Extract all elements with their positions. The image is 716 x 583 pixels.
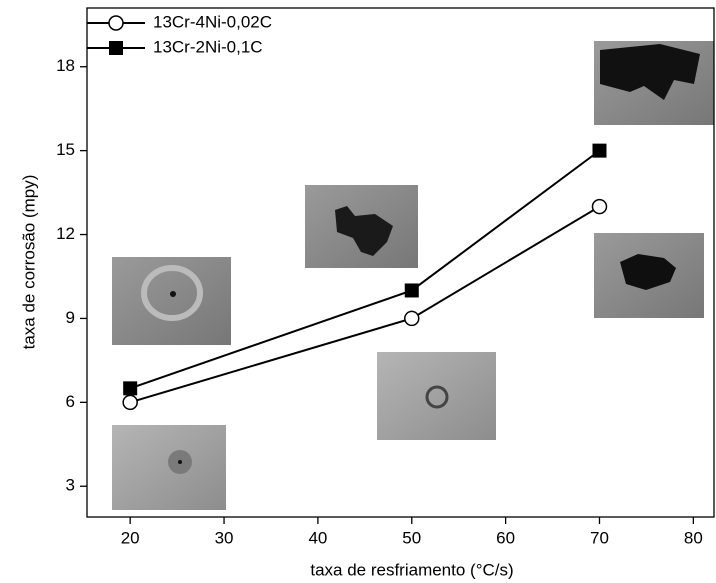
x-tick-label: 40 [308,528,327,547]
legend-label: 13Cr-4Ni-0,02C [153,12,272,31]
x-tick-label: 60 [496,528,515,547]
x-tick-label: 20 [121,528,140,547]
point [592,143,607,158]
point [122,394,138,411]
y-tick-label: 9 [66,308,75,327]
legend-marker [109,41,123,55]
legend-marker [108,15,124,31]
x-tick-label: 70 [590,528,609,547]
x-axis-title: taxa de resfriamento (°C/s) [310,560,513,579]
legend: 13Cr-4Ni-0,02C 13Cr-2Ni-0,1C [87,12,272,56]
y-tick-label: 3 [66,476,75,495]
x-tick-label: 30 [215,528,234,547]
point [123,381,138,396]
point [591,198,608,215]
x-tick-label: 50 [402,528,421,547]
point [404,310,420,327]
y-axis-title: taxa de corrosão (mpy) [19,175,38,350]
y-tick-label: 12 [56,224,75,243]
plot-frame [86,7,715,518]
y-tick-label: 18 [56,56,75,75]
micrograph-insets [112,41,714,510]
y-tick-label: 6 [66,392,75,411]
legend-label: 13Cr-2Ni-0,1C [153,37,263,56]
point [404,283,419,298]
x-tick-label: 80 [684,528,703,547]
y-tick-label: 15 [56,140,75,159]
